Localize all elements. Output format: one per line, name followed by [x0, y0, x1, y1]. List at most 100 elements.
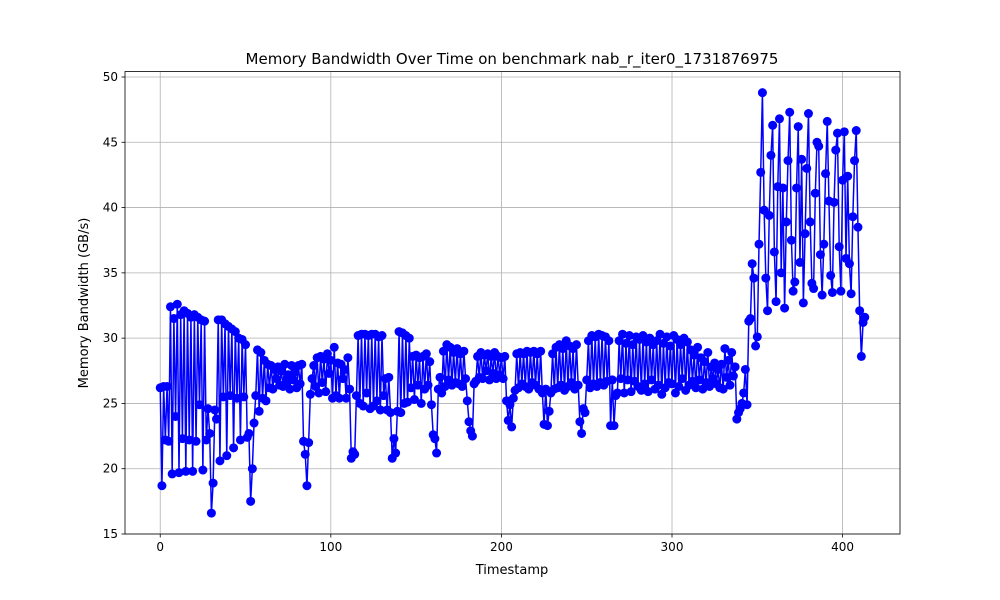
- data-point: [831, 145, 841, 155]
- data-point: [542, 421, 552, 431]
- data-point: [164, 436, 174, 446]
- data-point: [699, 357, 709, 367]
- data-point: [814, 141, 824, 151]
- data-point: [788, 286, 798, 296]
- data-point: [507, 422, 517, 432]
- data-point: [621, 338, 631, 348]
- data-point: [334, 393, 344, 403]
- data-point: [251, 391, 261, 401]
- data-point: [769, 247, 779, 257]
- data-point: [846, 289, 856, 299]
- data-point: [341, 393, 351, 403]
- data-point: [689, 350, 699, 360]
- data-point: [797, 154, 807, 164]
- data-point: [844, 259, 854, 269]
- data-point: [628, 340, 638, 350]
- data-point: [174, 468, 184, 478]
- data-point: [339, 364, 349, 374]
- y-axis-label: Memory Bandwidth (GB/s): [77, 218, 92, 389]
- data-point: [377, 331, 387, 341]
- data-point: [391, 448, 401, 458]
- data-point: [609, 421, 619, 431]
- data-point: [754, 239, 764, 249]
- x-tick-label: 400: [831, 540, 854, 554]
- data-point: [810, 188, 820, 198]
- data-point: [169, 314, 179, 324]
- y-tick-label: 45: [103, 135, 118, 149]
- data-point: [210, 405, 220, 415]
- data-point: [208, 478, 218, 488]
- data-point: [855, 306, 865, 316]
- data-point: [165, 302, 175, 312]
- data-point: [826, 270, 836, 280]
- data-point: [498, 374, 508, 384]
- data-point: [229, 443, 239, 453]
- data-point: [200, 316, 210, 326]
- data-point: [783, 156, 793, 166]
- data-point: [798, 298, 808, 308]
- data-point: [829, 197, 839, 207]
- data-point: [616, 374, 626, 384]
- y-tick-label: 20: [103, 462, 118, 476]
- data-point: [285, 384, 295, 394]
- data-point: [409, 395, 419, 405]
- data-point: [508, 393, 518, 403]
- data-point: [577, 428, 587, 438]
- data-point: [839, 127, 849, 137]
- data-point: [396, 408, 406, 418]
- data-point: [604, 336, 614, 346]
- data-point: [288, 375, 298, 385]
- data-point: [691, 383, 701, 393]
- data-point: [821, 169, 831, 179]
- data-point: [756, 167, 766, 177]
- data-point: [742, 400, 752, 410]
- data-point: [157, 481, 167, 491]
- data-point: [203, 404, 213, 414]
- data-point: [425, 357, 435, 367]
- data-point: [793, 122, 803, 132]
- x-tick-label: 100: [319, 540, 342, 554]
- data-point: [774, 114, 784, 124]
- data-point: [720, 344, 730, 354]
- data-point: [309, 361, 319, 371]
- data-point: [800, 229, 810, 239]
- data-point: [384, 372, 394, 382]
- y-tick-label: 50: [103, 70, 118, 84]
- data-point: [853, 222, 863, 232]
- data-point: [218, 392, 228, 402]
- data-point: [662, 332, 672, 342]
- y-tick-label: 30: [103, 331, 118, 345]
- data-point: [836, 286, 846, 296]
- data-point: [795, 257, 805, 267]
- data-point: [215, 456, 225, 466]
- data-point: [851, 126, 861, 136]
- data-point: [247, 464, 257, 474]
- data-point: [745, 314, 755, 324]
- data-point: [843, 171, 853, 181]
- data-point: [785, 107, 795, 117]
- data-point: [749, 273, 759, 283]
- data-point: [573, 380, 583, 390]
- data-point: [725, 380, 735, 390]
- data-point: [435, 372, 445, 382]
- data-point: [860, 312, 870, 322]
- data-point: [222, 451, 232, 461]
- data-point: [256, 348, 266, 358]
- data-point: [464, 417, 474, 427]
- data-point: [624, 331, 634, 341]
- data-point: [232, 393, 242, 403]
- data-point: [194, 400, 204, 410]
- data-point: [780, 303, 790, 313]
- data-point: [307, 374, 317, 384]
- data-point: [206, 508, 216, 518]
- data-point: [730, 362, 740, 372]
- y-tick-label: 35: [103, 266, 118, 280]
- data-point: [404, 333, 414, 343]
- data-point: [623, 375, 633, 385]
- data-point: [815, 250, 825, 260]
- data-point: [536, 346, 546, 356]
- data-point: [375, 405, 385, 415]
- data-point: [350, 449, 360, 459]
